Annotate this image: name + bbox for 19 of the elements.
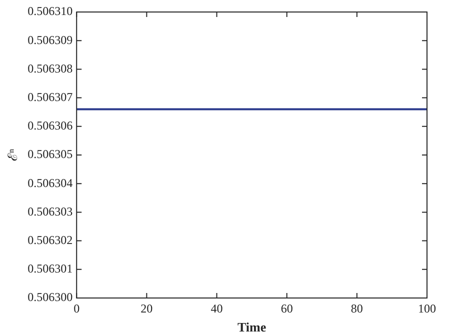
y-tick-label: 0.506308 bbox=[28, 61, 73, 76]
y-tick-label: 0.506300 bbox=[28, 290, 73, 304]
x-tick-label: 100 bbox=[418, 301, 436, 316]
x-tick-label: 20 bbox=[140, 301, 153, 316]
y-tick-label: 0.506302 bbox=[28, 232, 73, 247]
x-tick-label: 0 bbox=[74, 301, 80, 316]
y-tick-label: 0.506304 bbox=[28, 176, 73, 190]
y-tick-label: 0.506307 bbox=[28, 90, 73, 104]
x-axis-title: Time bbox=[237, 320, 266, 335]
x-tick-label: 80 bbox=[350, 301, 363, 316]
y-tick-label: 0.506301 bbox=[28, 262, 73, 276]
x-tick-label: 60 bbox=[280, 301, 293, 316]
y-tick-label: 0.506309 bbox=[28, 32, 73, 47]
y-tick-label: 0.506310 bbox=[28, 4, 73, 18]
y-axis-title: ℰⁿ bbox=[5, 148, 20, 162]
y-tick-label: 0.506305 bbox=[28, 147, 73, 162]
y-tick-label: 0.506306 bbox=[28, 118, 73, 133]
y-tick-label: 0.506303 bbox=[28, 204, 73, 218]
x-tick-label: 40 bbox=[210, 301, 223, 316]
